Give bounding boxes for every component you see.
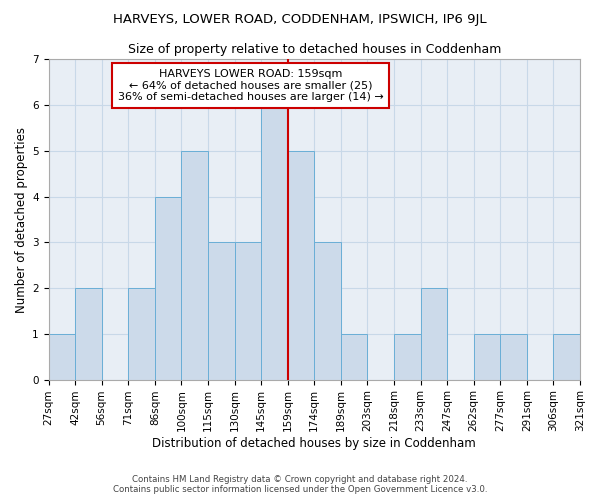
Y-axis label: Number of detached properties: Number of detached properties	[15, 126, 28, 312]
Bar	[75, 288, 101, 380]
Bar	[394, 334, 421, 380]
Bar	[235, 242, 261, 380]
Bar	[341, 334, 367, 380]
X-axis label: Distribution of detached houses by size in Coddenham: Distribution of detached houses by size …	[152, 437, 476, 450]
Bar	[128, 288, 155, 380]
Bar	[553, 334, 580, 380]
Bar	[155, 196, 181, 380]
Bar	[500, 334, 527, 380]
Bar	[208, 242, 235, 380]
Text: HARVEYS LOWER ROAD: 159sqm
← 64% of detached houses are smaller (25)
36% of semi: HARVEYS LOWER ROAD: 159sqm ← 64% of deta…	[118, 69, 383, 102]
Bar	[314, 242, 341, 380]
Bar	[287, 151, 314, 380]
Bar	[474, 334, 500, 380]
Bar	[181, 151, 208, 380]
Bar	[49, 334, 75, 380]
Bar	[421, 288, 447, 380]
Text: HARVEYS, LOWER ROAD, CODDENHAM, IPSWICH, IP6 9JL: HARVEYS, LOWER ROAD, CODDENHAM, IPSWICH,…	[113, 12, 487, 26]
Bar	[261, 105, 287, 380]
Title: Size of property relative to detached houses in Coddenham: Size of property relative to detached ho…	[128, 42, 501, 56]
Text: Contains HM Land Registry data © Crown copyright and database right 2024.
Contai: Contains HM Land Registry data © Crown c…	[113, 474, 487, 494]
